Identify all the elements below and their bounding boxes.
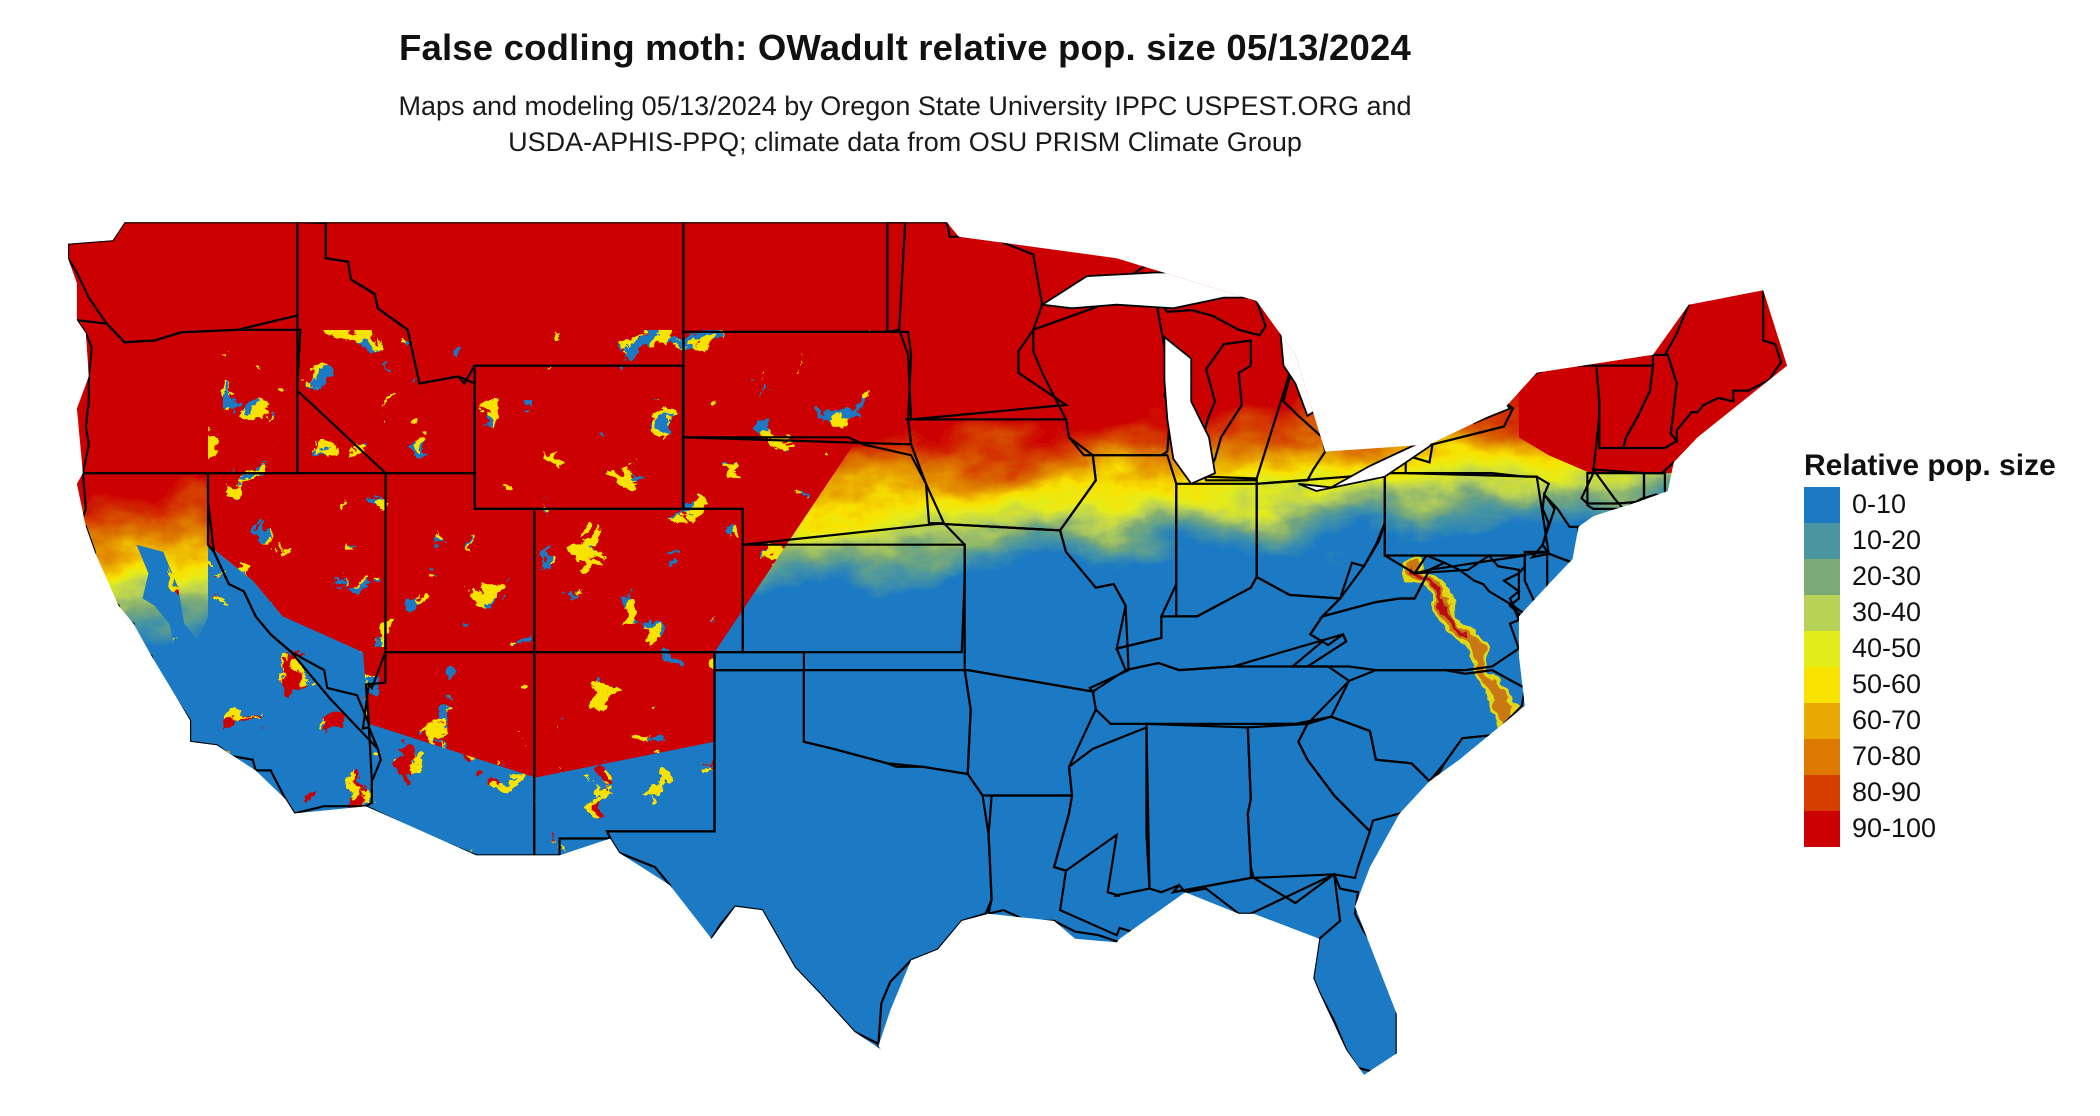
svg-text:0-10: 0-10: [1852, 489, 1906, 519]
svg-text:Relative pop. size: Relative pop. size: [1804, 449, 2056, 482]
svg-text:90-100: 90-100: [1852, 813, 1936, 843]
svg-text:60-70: 60-70: [1852, 705, 1921, 735]
svg-text:50-60: 50-60: [1852, 669, 1921, 699]
svg-text:20-30: 20-30: [1852, 561, 1921, 591]
svg-text:80-90: 80-90: [1852, 777, 1921, 807]
svg-text:70-80: 70-80: [1852, 741, 1921, 771]
svg-text:10-20: 10-20: [1852, 525, 1921, 555]
svg-text:40-50: 40-50: [1852, 633, 1921, 663]
svg-text:30-40: 30-40: [1852, 597, 1921, 627]
